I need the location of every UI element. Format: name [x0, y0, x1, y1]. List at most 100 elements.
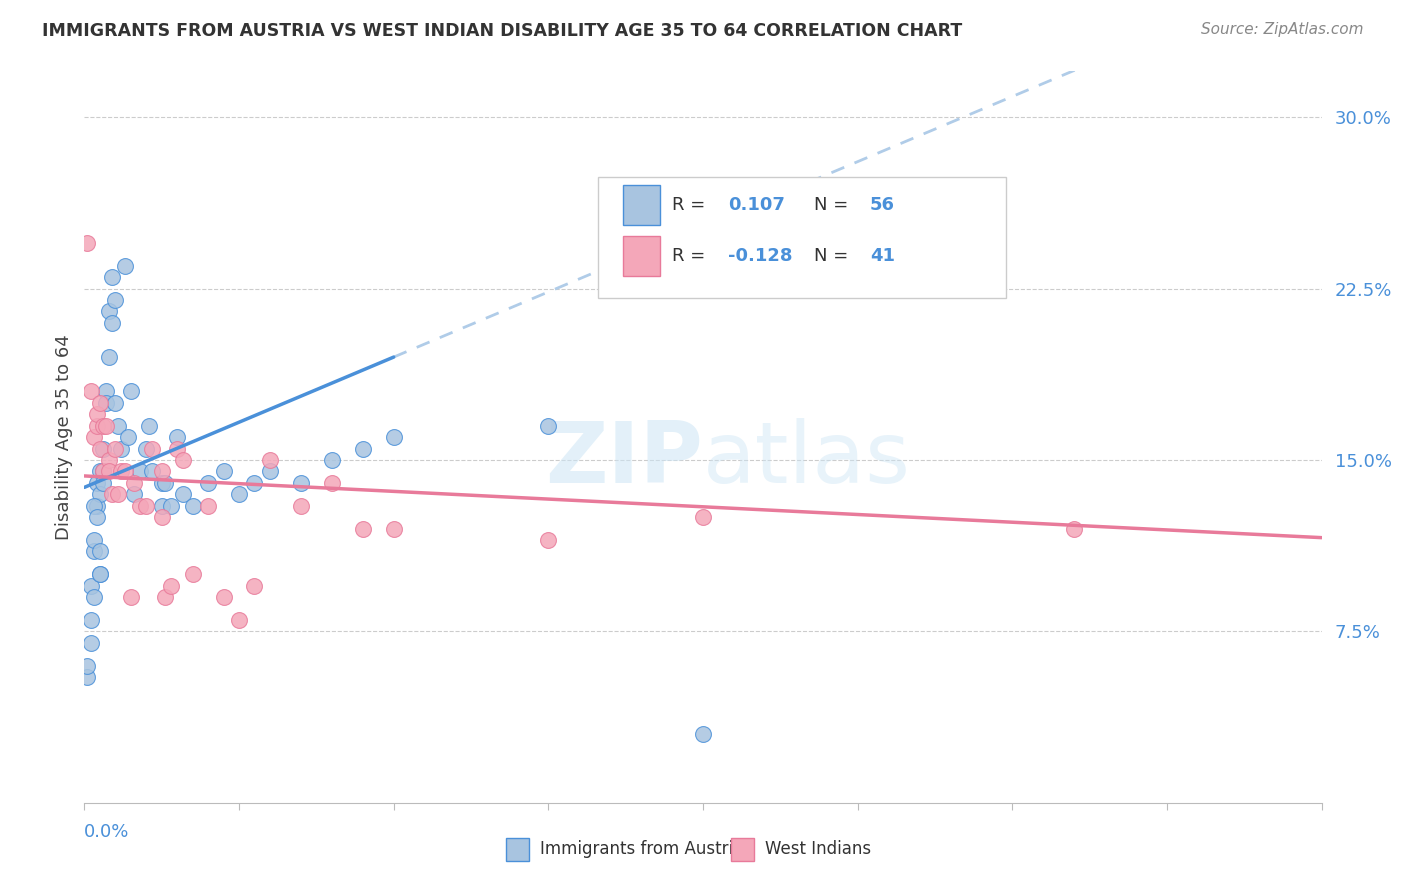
- Point: [141, 464, 163, 478]
- Point: [101, 316, 124, 330]
- Point: [114, 464, 136, 478]
- Point: [94, 384, 117, 399]
- Point: [89, 487, 111, 501]
- Point: [104, 396, 127, 410]
- Point: [76, 235, 98, 250]
- Point: [150, 499, 173, 513]
- Text: 0.0%: 0.0%: [84, 823, 129, 841]
- Point: [83, 590, 105, 604]
- Point: [86, 510, 108, 524]
- Point: [290, 499, 312, 513]
- Point: [110, 464, 132, 478]
- Point: [160, 579, 183, 593]
- Point: [197, 499, 219, 513]
- Text: 0.107: 0.107: [728, 196, 785, 214]
- Point: [172, 487, 194, 501]
- Point: [129, 464, 152, 478]
- Text: R =: R =: [672, 196, 711, 214]
- Point: [197, 475, 219, 490]
- Point: [243, 579, 266, 593]
- Point: [76, 658, 98, 673]
- Text: atlas: atlas: [703, 417, 911, 500]
- Point: [107, 487, 129, 501]
- Point: [382, 521, 405, 535]
- FancyBboxPatch shape: [623, 235, 659, 277]
- Text: Immigrants from Austria: Immigrants from Austria: [540, 840, 744, 858]
- Point: [150, 510, 173, 524]
- Point: [153, 475, 176, 490]
- Point: [166, 442, 188, 456]
- Point: [98, 453, 121, 467]
- Point: [83, 499, 105, 513]
- Point: [166, 430, 188, 444]
- Point: [181, 499, 204, 513]
- Point: [537, 418, 560, 433]
- Text: -0.128: -0.128: [728, 247, 792, 266]
- Point: [120, 384, 142, 399]
- Point: [138, 418, 160, 433]
- Point: [79, 636, 101, 650]
- Point: [228, 487, 250, 501]
- Point: [114, 259, 136, 273]
- Point: [83, 544, 105, 558]
- Point: [76, 670, 98, 684]
- Text: Source: ZipAtlas.com: Source: ZipAtlas.com: [1201, 22, 1364, 37]
- Point: [352, 442, 374, 456]
- Point: [692, 510, 714, 524]
- Point: [98, 350, 121, 364]
- Point: [141, 442, 163, 456]
- Point: [86, 499, 108, 513]
- Point: [382, 430, 405, 444]
- Point: [122, 487, 145, 501]
- Point: [129, 499, 152, 513]
- Text: 41: 41: [870, 247, 896, 266]
- Point: [352, 521, 374, 535]
- FancyBboxPatch shape: [598, 178, 1007, 298]
- Text: R =: R =: [672, 247, 711, 266]
- Point: [91, 464, 114, 478]
- Point: [321, 453, 343, 467]
- Point: [153, 590, 176, 604]
- Point: [94, 396, 117, 410]
- Point: [1063, 521, 1085, 535]
- Point: [243, 475, 266, 490]
- Point: [83, 430, 105, 444]
- Point: [321, 475, 343, 490]
- Point: [91, 418, 114, 433]
- Point: [101, 270, 124, 285]
- Point: [91, 464, 114, 478]
- Point: [122, 475, 145, 490]
- Point: [135, 499, 157, 513]
- Point: [120, 590, 142, 604]
- Point: [181, 567, 204, 582]
- Text: 56: 56: [870, 196, 896, 214]
- Point: [89, 567, 111, 582]
- Text: West Indians: West Indians: [765, 840, 870, 858]
- Point: [89, 567, 111, 582]
- Point: [117, 430, 139, 444]
- Text: IMMIGRANTS FROM AUSTRIA VS WEST INDIAN DISABILITY AGE 35 TO 64 CORRELATION CHART: IMMIGRANTS FROM AUSTRIA VS WEST INDIAN D…: [42, 22, 963, 40]
- Point: [228, 613, 250, 627]
- Point: [89, 464, 111, 478]
- Point: [212, 590, 235, 604]
- Point: [259, 464, 281, 478]
- Point: [86, 418, 108, 433]
- Point: [259, 453, 281, 467]
- Point: [212, 464, 235, 478]
- Point: [692, 727, 714, 741]
- Point: [107, 418, 129, 433]
- Point: [89, 544, 111, 558]
- Text: ZIP: ZIP: [546, 417, 703, 500]
- Point: [537, 533, 560, 547]
- Point: [101, 487, 124, 501]
- Point: [89, 442, 111, 456]
- FancyBboxPatch shape: [623, 185, 659, 225]
- Point: [290, 475, 312, 490]
- Point: [79, 613, 101, 627]
- Point: [89, 396, 111, 410]
- Point: [79, 384, 101, 399]
- Point: [104, 442, 127, 456]
- Point: [94, 418, 117, 433]
- Y-axis label: Disability Age 35 to 64: Disability Age 35 to 64: [55, 334, 73, 540]
- Text: N =: N =: [814, 247, 855, 266]
